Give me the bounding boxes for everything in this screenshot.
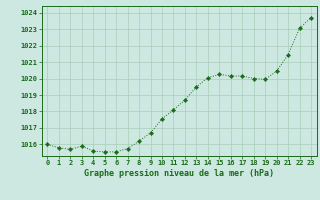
X-axis label: Graphe pression niveau de la mer (hPa): Graphe pression niveau de la mer (hPa) (84, 169, 274, 178)
